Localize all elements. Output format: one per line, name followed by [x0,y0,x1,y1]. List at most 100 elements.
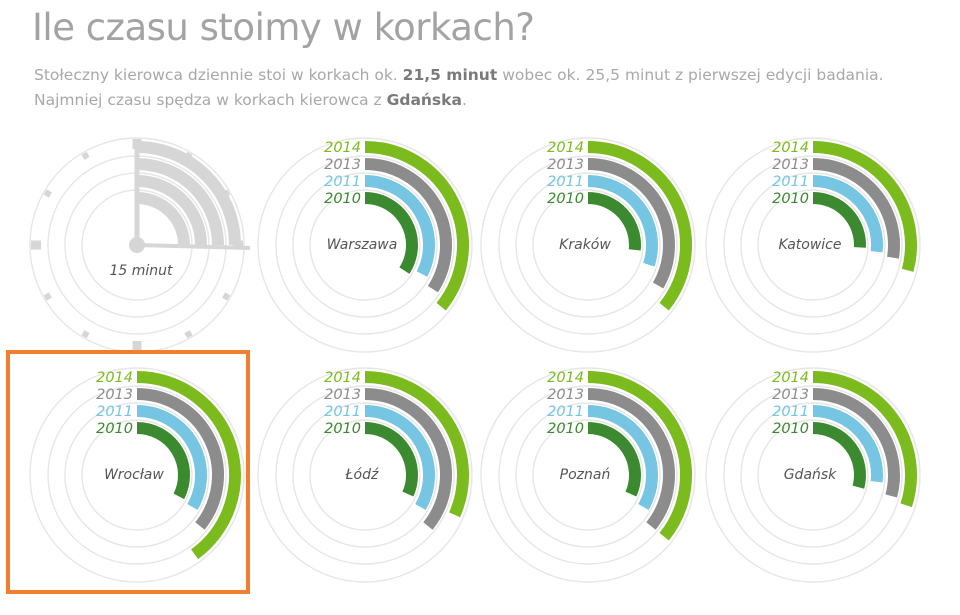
guide-ring [257,367,473,583]
guide-ring [275,385,455,565]
guide-ring [757,419,869,531]
bar-2013 [364,388,452,530]
bar-2011 [812,175,883,253]
bar-2010 [364,192,418,274]
dial-tick [81,330,90,339]
guide-ring [723,155,903,335]
bar-2010 [136,422,190,500]
guide-ring [309,419,421,531]
bar-2011 [364,405,435,510]
dial-reference-arc [136,158,224,246]
series-label-2011: 2011 [772,174,809,190]
guide-ring [515,402,661,548]
subtitle-highlight-city: Gdańska [386,91,462,109]
series-label-2011: 2011 [547,404,584,420]
guide-ring [740,172,886,318]
subtitle-line-1: Stołeczny kierowca dziennie stoi w korka… [34,66,884,84]
series-label-2011: 2011 [96,404,133,420]
bar-2013 [812,158,900,259]
bar-2014 [587,141,692,311]
guide-ring [64,402,210,548]
bar-2011 [364,175,435,277]
series-label-2013: 2013 [772,387,809,403]
bar-2011 [587,175,658,267]
bar-2010 [364,422,418,497]
series-label-2011: 2011 [547,174,584,190]
subtitle-text: wobec ok. 25,5 minut z pierwszej edycji … [502,66,884,84]
bar-2014 [812,371,917,508]
bar-2014 [136,371,241,560]
bar-2014 [364,141,469,311]
series-label-2014: 2014 [324,370,361,386]
guide-ring [723,385,903,565]
bar-2013 [364,158,452,293]
guide-ring [532,419,644,531]
guide-ring [498,155,678,335]
guide-ring [480,137,696,353]
city-label: Gdańsk [784,467,837,483]
subtitle-text: Stołeczny kierowca dziennie stoi w korka… [34,66,398,84]
city-label: Katowice [779,237,842,253]
series-label-2010: 2010 [772,421,809,437]
guide-ring [47,385,227,565]
series-label-2014: 2014 [547,370,584,386]
guide-ring [480,367,696,583]
dial-center [129,237,145,253]
city-label: Łódź [345,467,379,483]
bar-2013 [812,388,900,498]
guide-ring [292,172,438,318]
guide-ring [740,402,886,548]
dial-reference-arc [136,192,190,246]
series-label-2011: 2011 [324,174,361,190]
city-label: Wrocław [104,467,164,483]
series-label-2013: 2013 [547,157,584,173]
guide-ring [498,385,678,565]
bar-2011 [587,405,658,510]
guide-ring [309,189,421,301]
bar-2011 [136,405,207,510]
series-label-2014: 2014 [324,140,361,156]
series-label-2014: 2014 [772,140,809,156]
series-label-2013: 2013 [547,387,584,403]
bar-2011 [812,405,883,483]
series-label-2013: 2013 [772,157,809,173]
guide-ring [532,189,644,301]
subtitle-highlight-value: 21,5 minut [402,66,498,84]
dial-hand-hour [136,243,251,250]
dial-tick [43,292,52,301]
guide-ring [257,137,473,353]
subtitle-text: . [461,91,467,109]
series-label-2014: 2014 [547,140,584,156]
bar-2014 [364,371,469,518]
dial-tick [184,151,193,160]
guide-ring [292,402,438,548]
page-title: Ile czasu stoimy w korkach? [32,6,535,49]
legend-dial: 15 minut [29,137,251,353]
bar-2014 [587,371,692,541]
guide-ring [515,172,661,318]
bar-2010 [587,422,641,497]
highlight-frame [6,350,250,594]
subtitle-text: Najmniej czasu spędza w korkach kierowca… [34,91,382,109]
bar-2013 [587,388,675,530]
dial-tick [43,189,52,198]
bar-2013 [587,158,675,289]
guide-ring [757,189,869,301]
series-label-2013: 2013 [96,387,133,403]
series-label-2011: 2011 [772,404,809,420]
series-label-2013: 2013 [324,387,361,403]
guide-ring [29,367,245,583]
series-label-2010: 2010 [324,421,361,437]
city-label: Poznań [560,467,611,483]
bar-2013 [136,388,224,530]
guide-ring [81,419,193,531]
series-label-2010: 2010 [772,191,809,207]
bar-2010 [812,192,866,248]
series-label-2014: 2014 [96,370,133,386]
